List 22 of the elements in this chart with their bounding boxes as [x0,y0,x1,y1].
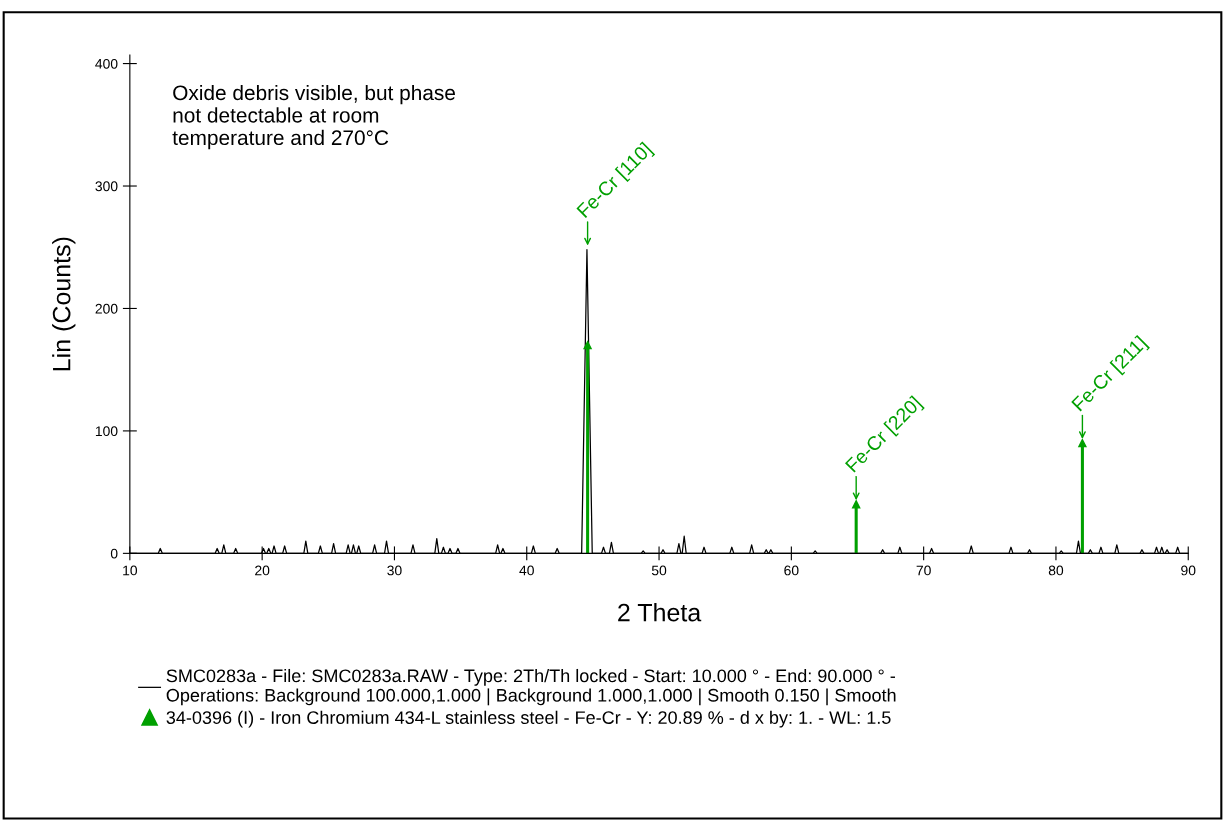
y-tick-label: 200 [95,303,118,314]
x-tick-label: 60 [784,565,799,576]
legend-label: 34-0396 (I) - Iron Chromium 434-L stainless steel - Fe-Cr - Y: 20.89 % - d x by: 1. - WL: 1.5 [166,710,891,728]
point [1078,438,1087,448]
x-tick-label: 20 [255,565,270,576]
y-tick-label: 400 [95,58,118,69]
x-axis-title: 2 Theta [618,603,702,622]
x-tick-label: 90 [1181,565,1196,576]
x-tick-label: 40 [519,565,534,576]
x-tick-label: 30 [387,565,402,576]
y-tick-label: 100 [95,426,118,437]
y-tick-label: 300 [95,181,118,192]
legend-label: SMC0283a - File: SMC0283a.RAW - Type: 2Th/Th locked - Start: 10.000 ° - End: 90.000 ° - Operations: Background 100.000,1.000 | Background 1.000,1.000 | Smooth 0.150 | Smooth [166,668,896,706]
annotation: Oxide debris visible, but phase not detectable at room temperature and 270°C [172,84,455,150]
x-tick-label: 70 [916,565,931,576]
x-tick-label: 10 [123,565,138,576]
x-tick-label: 80 [1048,565,1064,576]
point [583,341,592,350]
y-axis-title: Lin (Counts) [52,237,76,371]
x-tick-label: 50 [651,565,667,576]
point [852,500,861,509]
y-tick-label: 0 [110,548,118,559]
